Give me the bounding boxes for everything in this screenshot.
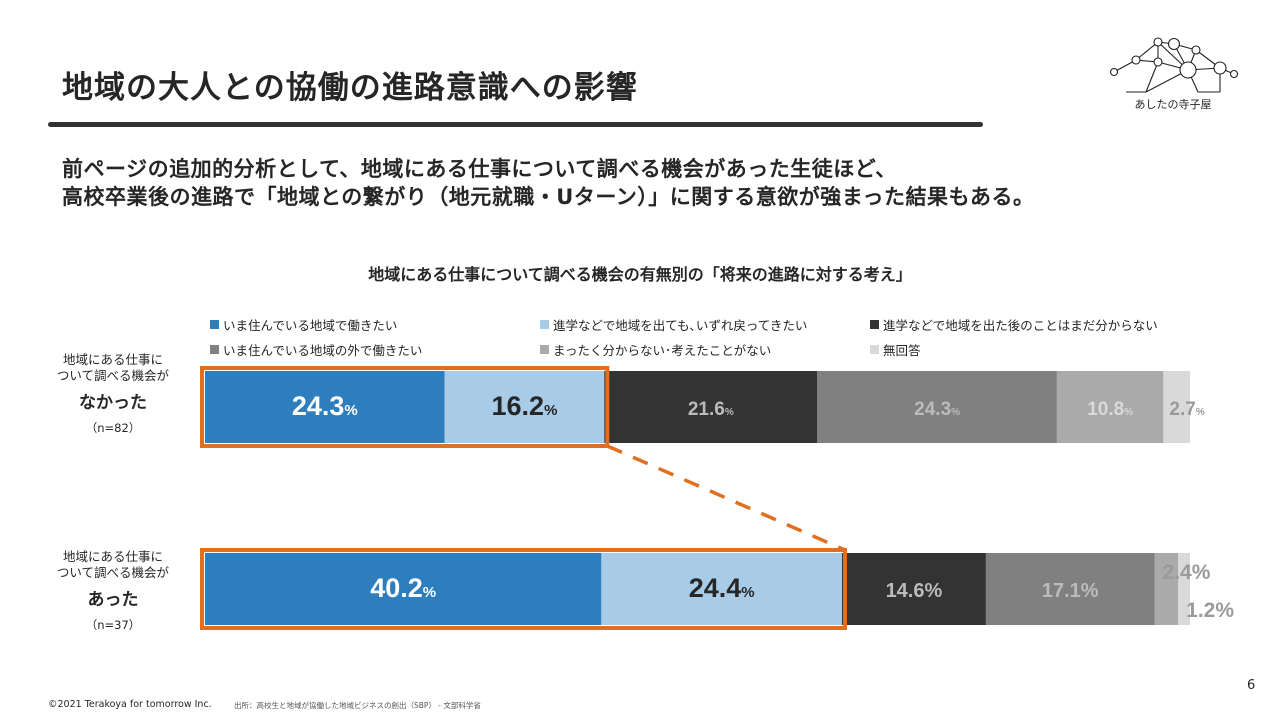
row-label-main: あった bbox=[87, 590, 139, 610]
legend-item-no-idea: まったく分からない･考えたことがない bbox=[540, 340, 771, 359]
legend-item-return-later: 進学などで地域を出ても､いずれ戻ってきたい bbox=[540, 315, 807, 334]
row-label-without-opportunity: 地域にある仕事に ついて調べる機会が なかった （n=82） bbox=[38, 352, 188, 436]
data-label: 21.6% bbox=[688, 399, 734, 420]
bar-segment bbox=[817, 371, 1057, 443]
bar-segment bbox=[841, 553, 986, 625]
data-label: 14.6% bbox=[886, 580, 943, 602]
bar-segment bbox=[1056, 371, 1164, 443]
title-divider bbox=[48, 122, 983, 127]
bar-segment bbox=[205, 371, 445, 443]
bar-segment bbox=[985, 553, 1155, 625]
footer-source: 出所：高校生と地域が協働した地域ビジネスの創出（SBP） - 文部科学省 bbox=[234, 701, 481, 710]
legend-label: 進学などで地域を出た後のことはまだ分からない bbox=[883, 318, 1158, 333]
legend-label: 無回答 bbox=[883, 343, 921, 358]
data-label: 1.2% bbox=[1186, 599, 1234, 622]
legend-item-no-answer: 無回答 bbox=[870, 340, 921, 359]
legend-label: いま住んでいる地域の外で働きたい bbox=[223, 343, 423, 358]
legend-item-work-outside: いま住んでいる地域の外で働きたい bbox=[210, 340, 422, 359]
bar-segment bbox=[1163, 371, 1191, 443]
row-label-line: 地域にある仕事に bbox=[62, 549, 163, 564]
page-number: 6 bbox=[1247, 678, 1256, 693]
legend-swatch-icon bbox=[540, 345, 549, 354]
row-sample-size: （n=82） bbox=[85, 421, 141, 435]
data-label: 2.4% bbox=[1163, 561, 1211, 584]
data-label: 2.7% bbox=[1169, 399, 1204, 420]
legend-swatch-icon bbox=[210, 320, 219, 329]
legend-label: 進学などで地域を出ても､いずれ戻ってきたい bbox=[553, 318, 808, 333]
legend-swatch-icon bbox=[870, 345, 879, 354]
legend-label: まったく分からない･考えたことがない bbox=[553, 343, 772, 358]
legend-swatch-icon bbox=[870, 320, 879, 329]
bar-segment bbox=[1178, 553, 1191, 625]
bar-segment bbox=[1154, 553, 1179, 625]
data-label: 10.8% bbox=[1087, 399, 1133, 420]
bar-segment bbox=[604, 371, 818, 443]
lead-text-line-2: 高校卒業後の進路で「地域との繋がり（地元就職・Uターン）」に関する意欲が強まった… bbox=[62, 185, 1035, 209]
terakoya-logo-icon bbox=[1109, 37, 1239, 93]
data-label: 24.3% bbox=[914, 399, 960, 420]
lead-text-line-1: 前ページの追加的分析として、地域にある仕事について調べる機会があった生徒ほど、 bbox=[62, 157, 897, 181]
legend-item-undecided: 進学などで地域を出た後のことはまだ分からない bbox=[870, 315, 1158, 334]
legend-item-local-work: いま住んでいる地域で働きたい bbox=[210, 315, 397, 334]
bar-segment bbox=[205, 553, 602, 625]
row-label-with-opportunity: 地域にある仕事に ついて調べる機会が あった （n=37） bbox=[38, 549, 188, 633]
data-label: 40.2% bbox=[370, 573, 436, 603]
page-title: 地域の大人との協働の進路意識への影響 bbox=[62, 70, 638, 106]
row-sample-size: （n=37） bbox=[85, 618, 141, 632]
legend-swatch-icon bbox=[210, 345, 219, 354]
row-label-line: ついて調べる機会が bbox=[56, 368, 170, 383]
highlight-connector bbox=[606, 444, 846, 552]
logo-text: あしたの寺子屋 bbox=[1134, 98, 1212, 111]
data-label: 16.2% bbox=[492, 391, 558, 421]
chart-title: 地域にある仕事について調べる機会の有無別の「将来の進路に対する考え」 bbox=[368, 265, 912, 284]
data-label: 24.4% bbox=[689, 573, 755, 603]
legend-swatch-icon bbox=[540, 320, 549, 329]
bar-segment bbox=[601, 553, 842, 625]
row-label-line: 地域にある仕事に bbox=[62, 352, 163, 367]
highlight-box bbox=[200, 366, 610, 448]
row-label-main: なかった bbox=[79, 393, 147, 413]
bar-segment bbox=[444, 371, 605, 443]
legend-label: いま住んでいる地域で働きたい bbox=[223, 318, 398, 333]
data-label: 24.3% bbox=[292, 391, 358, 421]
footer-copyright: ©2021 Terakoya for tomorrow Inc. bbox=[48, 699, 212, 710]
data-label: 17.1% bbox=[1042, 580, 1099, 602]
highlight-box bbox=[200, 548, 847, 630]
row-label-line: ついて調べる機会が bbox=[56, 565, 170, 580]
